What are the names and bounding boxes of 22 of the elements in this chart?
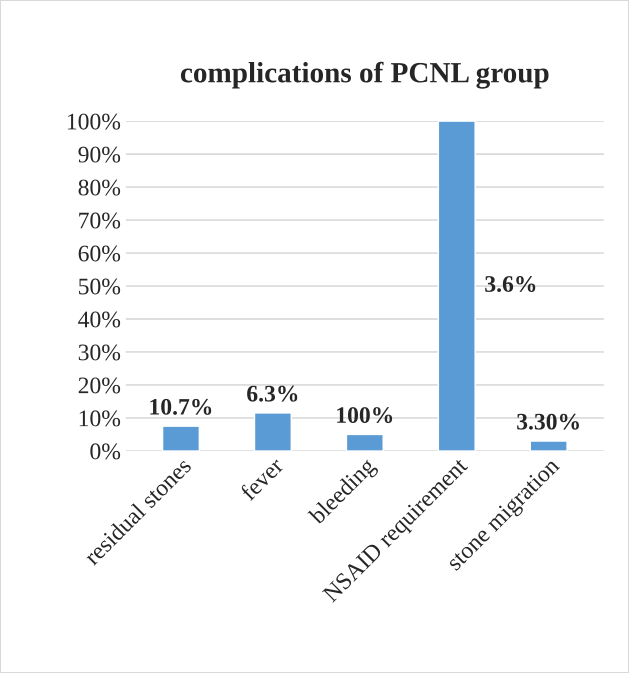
y-tick-label: 50% [79,278,120,295]
chart-title: complications of PCNL group [180,62,549,89]
annotation: 100% [337,407,392,424]
bar [530,440,568,451]
annotation: 10.7% [150,398,212,415]
y-tick-label: 60% [78,246,120,262]
bar [254,412,292,451]
y-tick-label: 90% [78,146,120,163]
y-tick-label: 70% [79,212,120,229]
bar [162,425,200,451]
y-tick-label: 80% [78,180,120,196]
y-tick-label: 0% [90,443,120,460]
annotation: 3.6% [485,276,536,292]
bar [438,121,476,451]
y-tick-label: 10% [80,410,120,426]
y-tick-label: 100% [68,114,120,130]
annotation: 3.30% [517,414,579,430]
annotation: 6.3% [247,386,298,402]
y-tick-label: 20% [78,377,120,394]
y-tick-label: 30% [78,344,120,360]
bar [346,434,384,451]
y-tick-label: 40% [78,311,120,328]
